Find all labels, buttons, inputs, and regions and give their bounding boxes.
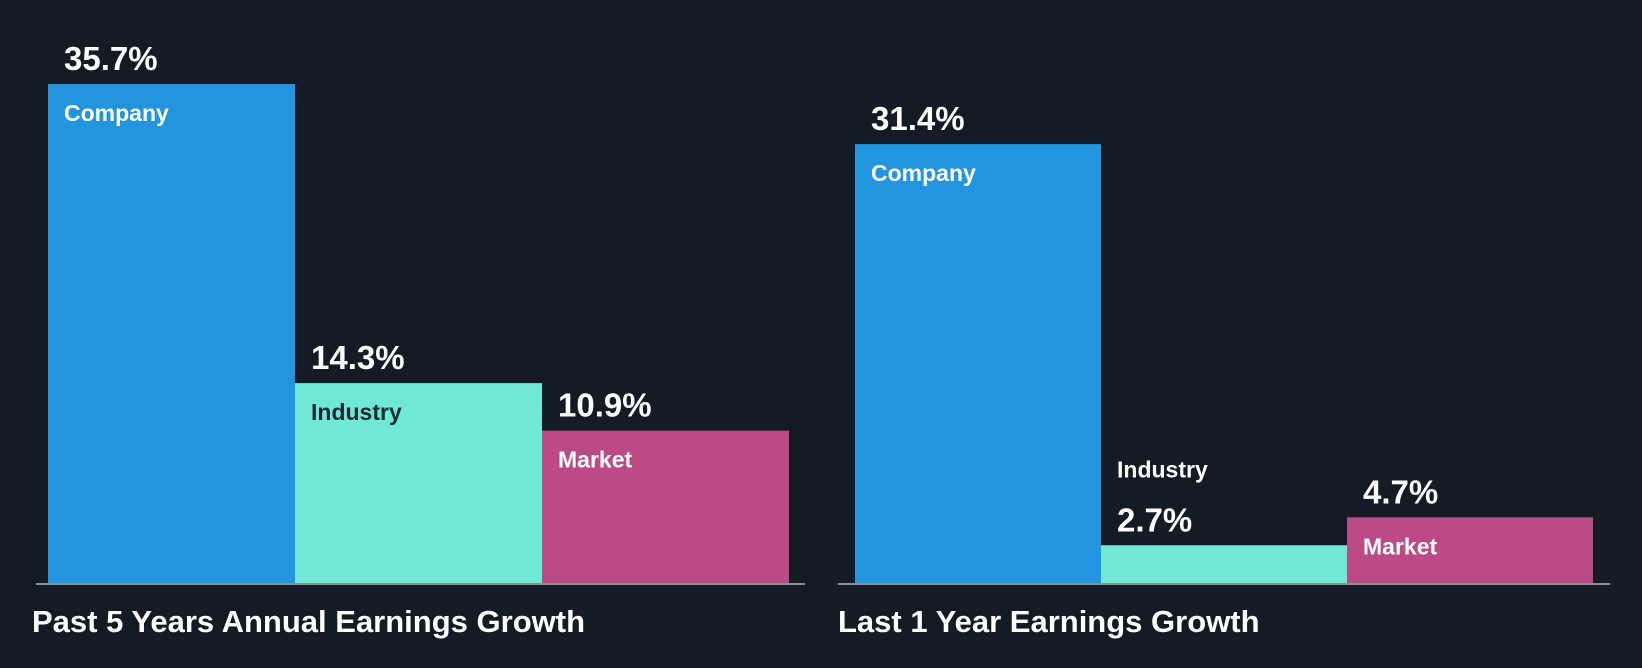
chart-title-last-1-year: Last 1 Year Earnings Growth bbox=[838, 604, 1260, 639]
category-label-industry-chart-2: Industry bbox=[1117, 456, 1208, 482]
bar-industry-chart-2 bbox=[1101, 545, 1347, 583]
category-label-industry-chart-1: Industry bbox=[311, 399, 402, 425]
bar-industry-chart-1 bbox=[295, 383, 542, 583]
bar-company-chart-2 bbox=[855, 144, 1101, 583]
category-label-company-chart-2: Company bbox=[871, 160, 976, 186]
value-label-industry-chart-2: 2.7% bbox=[1117, 501, 1192, 538]
category-label-market-chart-1: Market bbox=[558, 447, 632, 473]
bar-market-chart-2 bbox=[1347, 517, 1593, 583]
value-label-market-chart-2: 4.7% bbox=[1363, 473, 1438, 510]
value-label-company-chart-1: 35.7% bbox=[64, 40, 158, 77]
value-label-market-chart-1: 10.9% bbox=[558, 387, 652, 424]
value-label-industry-chart-1: 14.3% bbox=[311, 339, 405, 376]
category-label-company-chart-1: Company bbox=[64, 100, 169, 126]
bar-market-chart-1 bbox=[542, 430, 789, 583]
category-label-market-chart-2: Market bbox=[1363, 533, 1437, 559]
bar-company-chart-1 bbox=[48, 84, 295, 583]
value-label-company-chart-2: 31.4% bbox=[871, 100, 965, 137]
chart-title-past-5-years: Past 5 Years Annual Earnings Growth bbox=[32, 604, 586, 639]
